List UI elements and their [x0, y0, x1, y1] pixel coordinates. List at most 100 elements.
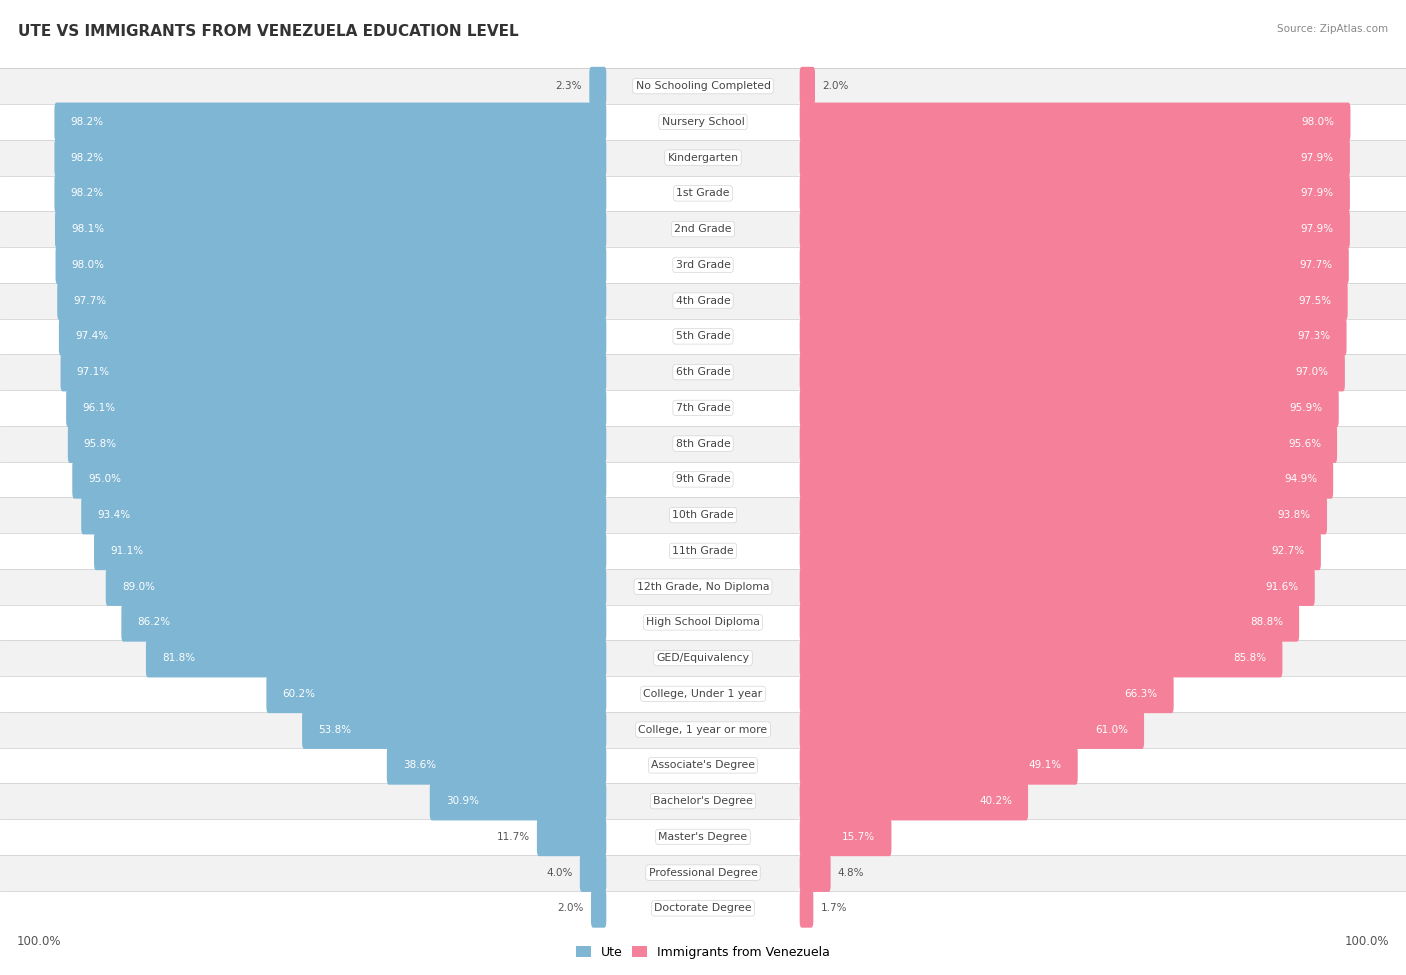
- Text: 8th Grade: 8th Grade: [676, 439, 730, 448]
- Text: 1st Grade: 1st Grade: [676, 188, 730, 198]
- FancyBboxPatch shape: [800, 531, 1320, 570]
- FancyBboxPatch shape: [800, 138, 1350, 176]
- FancyBboxPatch shape: [146, 639, 606, 678]
- Text: 81.8%: 81.8%: [162, 653, 195, 663]
- Text: 92.7%: 92.7%: [1272, 546, 1305, 556]
- FancyBboxPatch shape: [800, 246, 1348, 284]
- Text: 10th Grade: 10th Grade: [672, 510, 734, 520]
- Bar: [0, 139, 1406, 176]
- Text: 2.3%: 2.3%: [555, 81, 582, 91]
- Bar: [0, 104, 1406, 139]
- FancyBboxPatch shape: [800, 353, 1346, 391]
- FancyBboxPatch shape: [800, 604, 1299, 642]
- FancyBboxPatch shape: [800, 67, 815, 105]
- Text: 96.1%: 96.1%: [82, 403, 115, 412]
- Text: Master's Degree: Master's Degree: [658, 832, 748, 841]
- FancyBboxPatch shape: [94, 531, 606, 570]
- FancyBboxPatch shape: [800, 175, 1350, 213]
- Text: 97.7%: 97.7%: [1299, 260, 1333, 270]
- Text: 9th Grade: 9th Grade: [676, 475, 730, 485]
- FancyBboxPatch shape: [266, 675, 606, 713]
- FancyBboxPatch shape: [105, 567, 606, 605]
- Text: 49.1%: 49.1%: [1029, 760, 1062, 770]
- Text: 98.1%: 98.1%: [72, 224, 104, 234]
- Bar: [0, 212, 1406, 247]
- Text: 97.3%: 97.3%: [1298, 332, 1330, 341]
- FancyBboxPatch shape: [800, 210, 1350, 249]
- FancyBboxPatch shape: [82, 496, 606, 534]
- Text: 98.0%: 98.0%: [72, 260, 104, 270]
- Text: 86.2%: 86.2%: [138, 617, 170, 627]
- FancyBboxPatch shape: [800, 460, 1333, 498]
- Text: 85.8%: 85.8%: [1233, 653, 1267, 663]
- Bar: [0, 712, 1406, 748]
- Bar: [0, 176, 1406, 212]
- Bar: [0, 319, 1406, 354]
- Legend: Ute, Immigrants from Venezuela: Ute, Immigrants from Venezuela: [571, 941, 835, 964]
- Bar: [0, 533, 1406, 568]
- Text: Kindergarten: Kindergarten: [668, 153, 738, 163]
- FancyBboxPatch shape: [800, 317, 1347, 356]
- Text: 98.0%: 98.0%: [1302, 117, 1334, 127]
- FancyBboxPatch shape: [800, 746, 1078, 785]
- Text: 53.8%: 53.8%: [318, 724, 352, 734]
- Text: 95.0%: 95.0%: [89, 475, 121, 485]
- FancyBboxPatch shape: [59, 317, 606, 356]
- Text: 2.0%: 2.0%: [557, 904, 583, 914]
- Text: 95.6%: 95.6%: [1288, 439, 1322, 448]
- FancyBboxPatch shape: [800, 639, 1282, 678]
- Text: 97.7%: 97.7%: [73, 295, 107, 305]
- Text: 98.2%: 98.2%: [70, 153, 104, 163]
- Text: 94.9%: 94.9%: [1284, 475, 1317, 485]
- Text: 4.8%: 4.8%: [838, 868, 865, 878]
- FancyBboxPatch shape: [55, 210, 606, 249]
- Text: 89.0%: 89.0%: [122, 582, 155, 592]
- FancyBboxPatch shape: [800, 711, 1144, 749]
- Bar: [0, 783, 1406, 819]
- Text: 30.9%: 30.9%: [446, 797, 479, 806]
- Bar: [0, 390, 1406, 426]
- FancyBboxPatch shape: [800, 818, 891, 856]
- Bar: [0, 247, 1406, 283]
- Text: 97.9%: 97.9%: [1301, 188, 1334, 198]
- FancyBboxPatch shape: [55, 102, 606, 141]
- Text: 11.7%: 11.7%: [496, 832, 530, 841]
- Text: 97.9%: 97.9%: [1301, 224, 1334, 234]
- FancyBboxPatch shape: [800, 389, 1339, 427]
- Text: 93.4%: 93.4%: [97, 510, 131, 520]
- Text: High School Diploma: High School Diploma: [647, 617, 759, 627]
- Text: 91.6%: 91.6%: [1265, 582, 1299, 592]
- Text: 60.2%: 60.2%: [283, 689, 315, 699]
- Text: College, Under 1 year: College, Under 1 year: [644, 689, 762, 699]
- Text: 1.7%: 1.7%: [821, 904, 846, 914]
- Bar: [0, 283, 1406, 319]
- FancyBboxPatch shape: [121, 604, 606, 642]
- FancyBboxPatch shape: [55, 175, 606, 213]
- Text: 40.2%: 40.2%: [979, 797, 1012, 806]
- FancyBboxPatch shape: [800, 282, 1348, 320]
- Text: 98.2%: 98.2%: [70, 117, 104, 127]
- Text: 100.0%: 100.0%: [1344, 935, 1389, 948]
- Text: GED/Equivalency: GED/Equivalency: [657, 653, 749, 663]
- Bar: [0, 890, 1406, 926]
- Text: 98.2%: 98.2%: [70, 188, 104, 198]
- Bar: [0, 461, 1406, 497]
- Text: 6th Grade: 6th Grade: [676, 368, 730, 377]
- Bar: [0, 855, 1406, 890]
- Text: 95.9%: 95.9%: [1289, 403, 1323, 412]
- Bar: [0, 676, 1406, 712]
- Text: 7th Grade: 7th Grade: [676, 403, 730, 412]
- Text: 3rd Grade: 3rd Grade: [675, 260, 731, 270]
- Bar: [0, 426, 1406, 461]
- Text: 12th Grade, No Diploma: 12th Grade, No Diploma: [637, 582, 769, 592]
- Text: 66.3%: 66.3%: [1125, 689, 1157, 699]
- Text: 38.6%: 38.6%: [404, 760, 436, 770]
- FancyBboxPatch shape: [537, 818, 606, 856]
- Text: 2.0%: 2.0%: [823, 81, 849, 91]
- FancyBboxPatch shape: [58, 282, 606, 320]
- Text: 97.4%: 97.4%: [75, 332, 108, 341]
- Text: 97.1%: 97.1%: [76, 368, 110, 377]
- Text: 95.8%: 95.8%: [84, 439, 117, 448]
- Bar: [0, 354, 1406, 390]
- Text: 61.0%: 61.0%: [1095, 724, 1128, 734]
